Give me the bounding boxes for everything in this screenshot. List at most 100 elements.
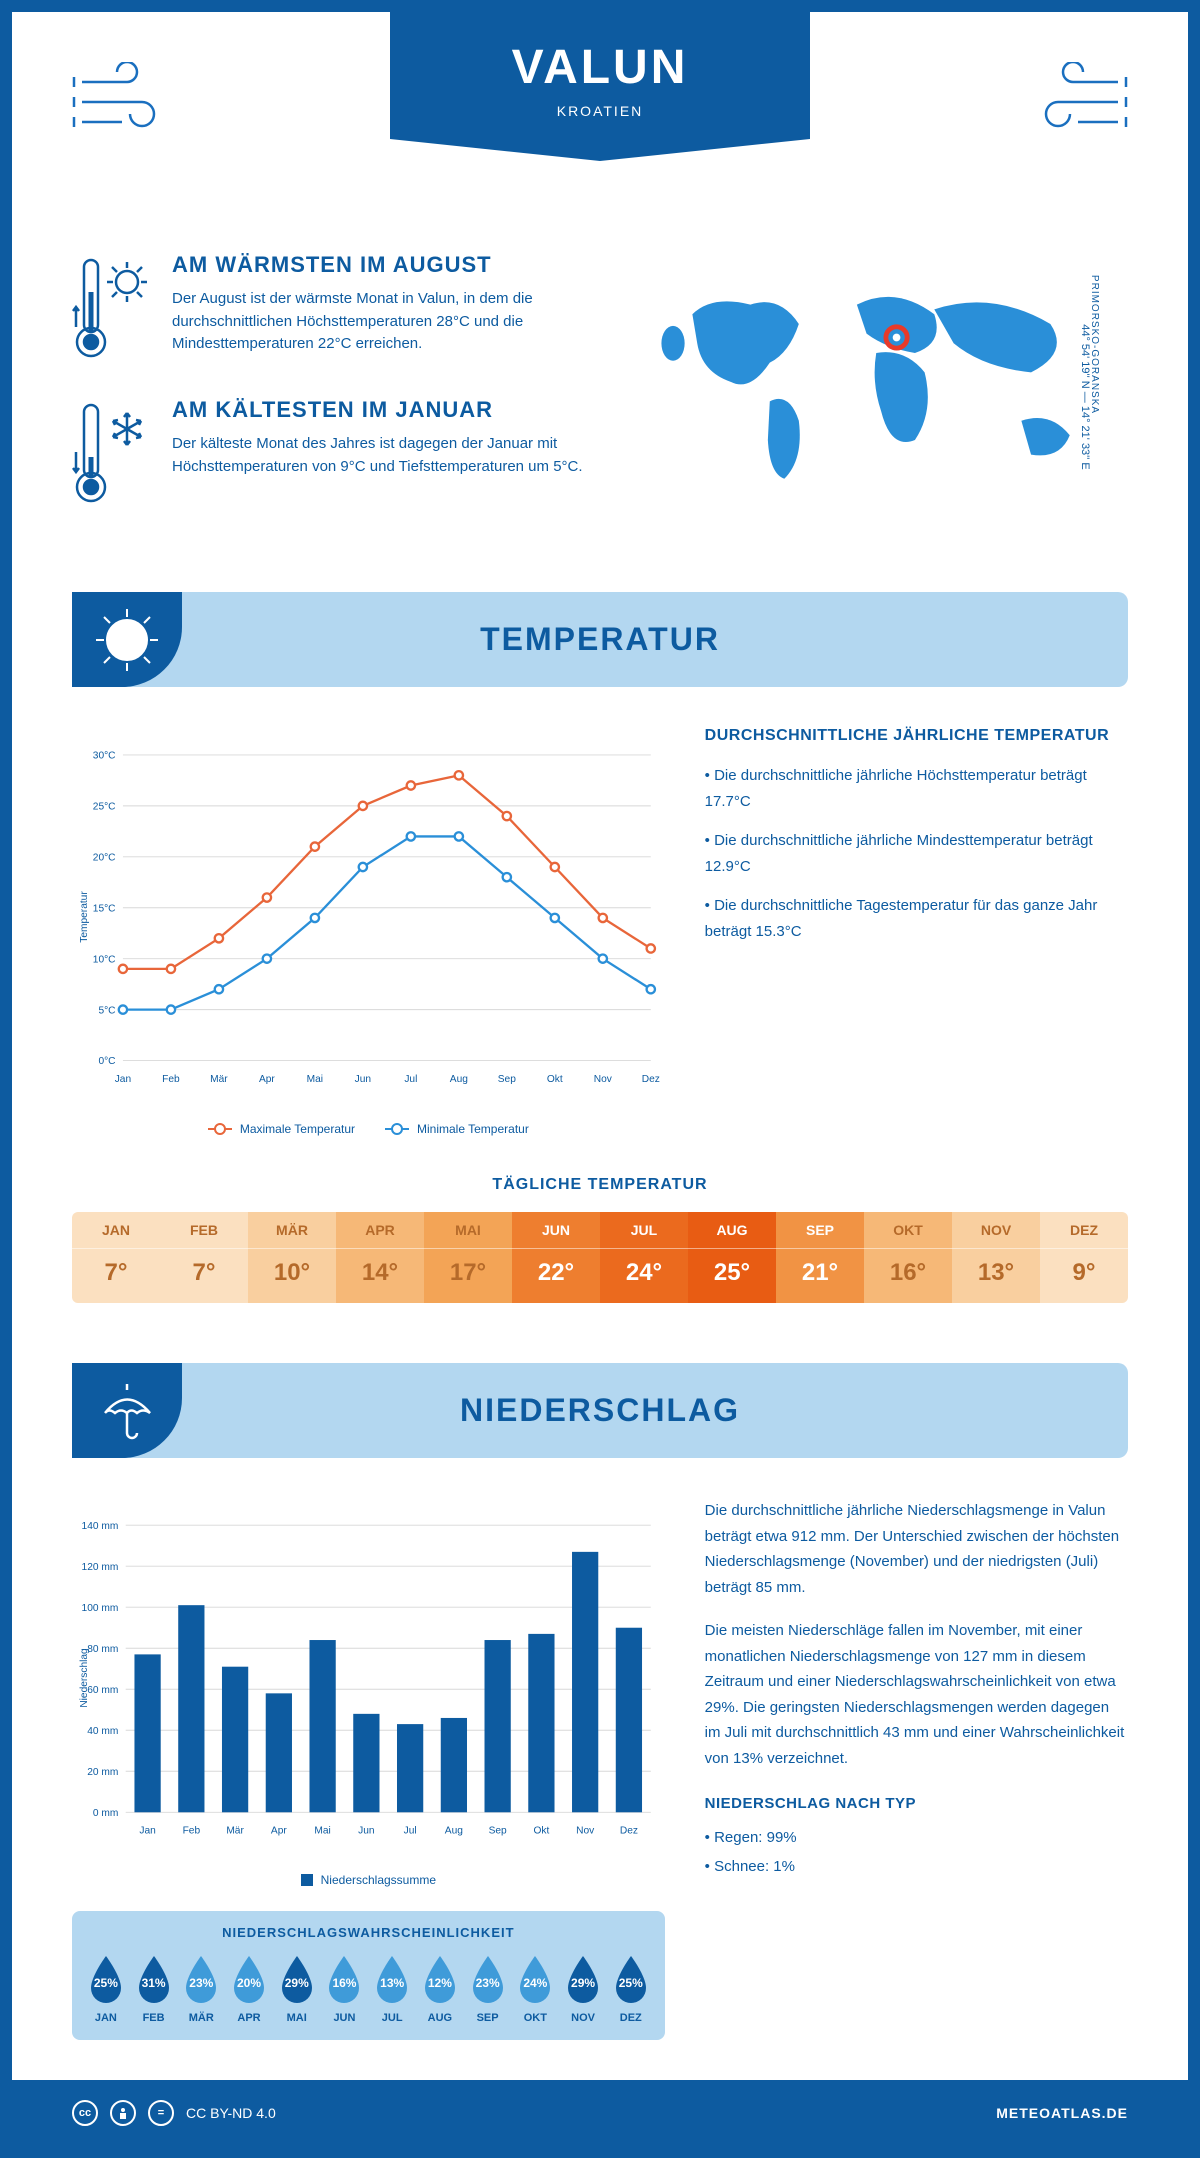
- precip-type-bullet: • Schnee: 1%: [705, 1854, 1128, 1880]
- warmest-text: Der August ist der wärmste Monat in Valu…: [172, 288, 604, 356]
- svg-text:0°C: 0°C: [98, 1056, 115, 1067]
- daily-temp-cell: JUL24°: [600, 1212, 688, 1303]
- svg-text:Jul: Jul: [404, 1074, 417, 1085]
- by-icon: [110, 2100, 136, 2126]
- city-name: VALUN: [390, 40, 810, 95]
- svg-text:5°C: 5°C: [98, 1005, 115, 1016]
- precip-type-bullets: • Regen: 99%• Schnee: 1%: [705, 1825, 1128, 1880]
- svg-text:Nov: Nov: [576, 1826, 595, 1837]
- precip-chance-title: NIEDERSCHLAGSWAHRSCHEINLICHKEIT: [84, 1925, 653, 1940]
- precip-chance-item: 23%SEP: [466, 1954, 510, 2024]
- svg-text:Aug: Aug: [450, 1074, 468, 1085]
- daily-temp-cell: AUG25°: [688, 1212, 776, 1303]
- temp-legend: Maximale Temperatur Minimale Temperatur: [72, 1122, 665, 1136]
- precipitation-heading: NIEDERSCHLAG: [460, 1392, 740, 1429]
- svg-text:Apr: Apr: [271, 1826, 287, 1837]
- svg-text:Dez: Dez: [642, 1074, 660, 1085]
- daily-temp-cell: DEZ9°: [1040, 1212, 1128, 1303]
- daily-temp-title: TÄGLICHE TEMPERATUR: [72, 1176, 1128, 1194]
- precip-chance-item: 23%MÄR: [179, 1954, 223, 2024]
- daily-temp-cell: OKT16°: [864, 1212, 952, 1303]
- svg-text:30°C: 30°C: [93, 751, 116, 762]
- temp-bullet: • Die durchschnittliche jährliche Höchst…: [705, 763, 1128, 814]
- nd-icon: =: [148, 2100, 174, 2126]
- svg-text:Niederschlag: Niederschlag: [79, 1648, 90, 1707]
- svg-text:Jun: Jun: [358, 1826, 374, 1837]
- precip-paragraph-2: Die meisten Niederschläge fallen im Nove…: [705, 1618, 1128, 1771]
- svg-text:Aug: Aug: [445, 1826, 463, 1837]
- daily-temp-cell: SEP21°: [776, 1212, 864, 1303]
- world-map: [644, 252, 1128, 512]
- daily-temp-cell: FEB7°: [160, 1212, 248, 1303]
- temp-bullet: • Die durchschnittliche Tagestemperatur …: [705, 893, 1128, 944]
- svg-text:0 mm: 0 mm: [93, 1808, 118, 1819]
- svg-text:Apr: Apr: [259, 1074, 275, 1085]
- warmest-block: AM WÄRMSTEN IM AUGUST Der August ist der…: [72, 252, 604, 367]
- precip-chance-item: 24%OKT: [513, 1954, 557, 2024]
- sun-icon: [72, 592, 182, 687]
- precip-legend: Niederschlagssumme: [72, 1873, 665, 1887]
- svg-text:Jul: Jul: [404, 1826, 417, 1837]
- svg-text:Sep: Sep: [498, 1074, 516, 1085]
- coordinates: 44° 54' 19'' N — 14° 21' 33'' E: [1079, 324, 1091, 470]
- svg-text:60 mm: 60 mm: [87, 1685, 118, 1696]
- info-row: AM WÄRMSTEN IM AUGUST Der August ist der…: [72, 252, 1128, 542]
- wind-icon: [1038, 62, 1128, 147]
- svg-text:100 mm: 100 mm: [82, 1603, 119, 1614]
- svg-text:10°C: 10°C: [93, 954, 116, 965]
- legend-max-label: Maximale Temperatur: [240, 1122, 355, 1136]
- legend-min-label: Minimale Temperatur: [417, 1122, 529, 1136]
- svg-text:20°C: 20°C: [93, 853, 116, 864]
- precip-paragraph-1: Die durchschnittliche jährliche Niedersc…: [705, 1498, 1128, 1600]
- precip-chance-item: 13%JUL: [370, 1954, 414, 2024]
- title-banner: VALUN KROATIEN: [390, 12, 810, 139]
- svg-text:15°C: 15°C: [93, 903, 116, 914]
- svg-text:20 mm: 20 mm: [87, 1767, 118, 1778]
- daily-temp-cell: MÄR10°: [248, 1212, 336, 1303]
- precip-type-title: NIEDERSCHLAG NACH TYP: [705, 1791, 1128, 1817]
- thermometer-cold-icon: [72, 397, 152, 512]
- svg-text:Sep: Sep: [489, 1826, 507, 1837]
- svg-text:80 mm: 80 mm: [87, 1644, 118, 1655]
- svg-text:Jan: Jan: [139, 1826, 155, 1837]
- daily-temp-cell: JAN7°: [72, 1212, 160, 1303]
- country-name: KROATIEN: [390, 103, 810, 119]
- temp-bullet: • Die durchschnittliche jährliche Mindes…: [705, 828, 1128, 879]
- daily-temp-cell: NOV13°: [952, 1212, 1040, 1303]
- wind-icon: [72, 62, 162, 147]
- temp-summary-title: DURCHSCHNITTLICHE JÄHRLICHE TEMPERATUR: [705, 727, 1128, 745]
- svg-text:Jan: Jan: [115, 1074, 131, 1085]
- svg-text:Temperatur: Temperatur: [79, 891, 90, 943]
- precip-legend-label: Niederschlagssumme: [321, 1873, 436, 1887]
- precip-chance-item: 12%AUG: [418, 1954, 462, 2024]
- svg-text:Feb: Feb: [162, 1074, 180, 1085]
- svg-text:Jun: Jun: [355, 1074, 371, 1085]
- license-label: CC BY-ND 4.0: [186, 2105, 276, 2121]
- temperature-line-chart: 0°C5°C10°C15°C20°C25°C30°CJanFebMärAprMa…: [72, 727, 665, 1107]
- coldest-text: Der kälteste Monat des Jahres ist dagege…: [172, 433, 604, 478]
- precip-chance-item: 16%JUN: [323, 1954, 367, 2024]
- thermometer-hot-icon: [72, 252, 152, 367]
- site-name: METEOATLAS.DE: [996, 2105, 1128, 2121]
- svg-text:Feb: Feb: [183, 1826, 201, 1837]
- svg-text:Okt: Okt: [547, 1074, 563, 1085]
- svg-text:Okt: Okt: [533, 1826, 549, 1837]
- svg-text:Mär: Mär: [226, 1826, 244, 1837]
- section-banner-temperature: TEMPERATUR: [72, 592, 1128, 687]
- daily-temp-table: JAN7°FEB7°MÄR10°APR14°MAI17°JUN22°JUL24°…: [72, 1212, 1128, 1303]
- daily-temp-cell: MAI17°: [424, 1212, 512, 1303]
- precip-chance-item: 25%DEZ: [609, 1954, 653, 2024]
- svg-text:Mai: Mai: [314, 1826, 330, 1837]
- precip-chance-item: 29%NOV: [561, 1954, 605, 2024]
- daily-temp-cell: APR14°: [336, 1212, 424, 1303]
- precip-chance-box: NIEDERSCHLAGSWAHRSCHEINLICHKEIT 25%JAN31…: [72, 1911, 665, 2040]
- coldest-block: AM KÄLTESTEN IM JANUAR Der kälteste Mona…: [72, 397, 604, 512]
- temperature-heading: TEMPERATUR: [480, 621, 720, 658]
- precipitation-bar-chart: 0 mm20 mm40 mm60 mm80 mm100 mm120 mm140 …: [72, 1498, 665, 1858]
- cc-icon: cc: [72, 2100, 98, 2126]
- svg-text:120 mm: 120 mm: [82, 1562, 119, 1573]
- temp-summary-bullets: • Die durchschnittliche jährliche Höchst…: [705, 763, 1128, 944]
- umbrella-icon: [72, 1363, 182, 1458]
- coldest-title: AM KÄLTESTEN IM JANUAR: [172, 397, 604, 423]
- svg-text:Nov: Nov: [594, 1074, 613, 1085]
